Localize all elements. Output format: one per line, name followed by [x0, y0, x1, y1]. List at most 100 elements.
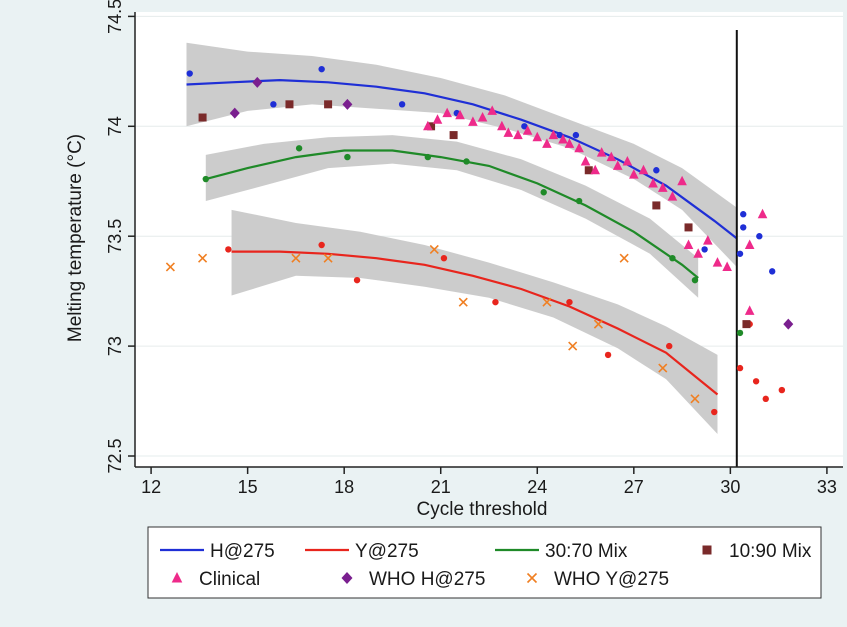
data-point	[202, 175, 209, 183]
data-point	[540, 189, 547, 196]
x-tick-label: 30	[720, 477, 740, 497]
data-point	[432, 114, 443, 124]
data-point	[455, 109, 465, 120]
data-point	[487, 105, 498, 115]
x-tick-label: 27	[624, 477, 644, 497]
data-point	[291, 253, 301, 263]
confidence-band	[231, 209, 718, 435]
data-point	[744, 305, 755, 315]
data-point	[612, 160, 623, 170]
data-point	[596, 147, 607, 157]
data-point	[653, 167, 660, 174]
data-point	[566, 298, 573, 306]
data-point	[324, 100, 333, 109]
data-point	[295, 145, 303, 152]
legend-marker-swatch	[341, 572, 353, 584]
data-point	[593, 319, 603, 329]
data-point	[742, 320, 751, 329]
data-point	[783, 318, 794, 330]
data-point	[604, 351, 612, 359]
legend-label: WHO Y@275	[554, 569, 669, 590]
y-tick-label: 73	[105, 336, 125, 356]
y-tick-label: 72.5	[105, 438, 125, 473]
data-point	[752, 378, 760, 385]
data-point	[568, 341, 578, 351]
data-point	[458, 297, 468, 307]
data-point	[722, 261, 732, 271]
legend-marker-swatch	[702, 545, 712, 555]
data-point	[532, 131, 543, 142]
data-point	[463, 158, 470, 165]
data-point	[683, 239, 694, 249]
legend-label: 30:70 Mix	[545, 541, 628, 562]
data-point	[575, 197, 583, 205]
data-point	[572, 131, 580, 139]
data-point	[442, 107, 452, 118]
y-tick-label: 73.5	[105, 219, 125, 254]
data-point	[521, 123, 528, 130]
data-point	[449, 131, 458, 140]
legend-label: Clinical	[199, 569, 260, 590]
data-point	[270, 101, 277, 108]
x-tick-label: 12	[141, 477, 161, 497]
data-point	[622, 155, 633, 166]
data-point	[652, 201, 661, 210]
legend-label: WHO H@275	[369, 569, 485, 590]
data-point	[564, 138, 575, 148]
data-point	[503, 127, 514, 137]
fit-line	[186, 78, 738, 240]
data-point	[198, 113, 207, 122]
x-tick-label: 24	[527, 477, 547, 497]
data-point	[711, 408, 718, 416]
legend-marker-swatch	[526, 572, 538, 584]
data-point	[667, 191, 678, 201]
x-tick-label: 33	[817, 477, 837, 497]
data-point	[574, 142, 584, 153]
data-point	[762, 395, 769, 403]
data-point	[619, 253, 629, 263]
data-point	[769, 268, 776, 275]
data-point	[658, 363, 668, 373]
data-point	[285, 100, 294, 109]
data-point	[229, 107, 240, 119]
data-point	[225, 246, 232, 253]
data-point	[342, 98, 353, 110]
data-point	[318, 241, 325, 249]
data-point	[429, 244, 439, 254]
data-point	[740, 211, 747, 218]
data-points	[165, 65, 794, 416]
data-point	[440, 254, 448, 262]
data-point	[756, 233, 763, 240]
data-point	[344, 153, 351, 161]
y-tick-label: 74.5	[105, 0, 125, 34]
data-point	[186, 70, 193, 77]
confidence-band	[205, 135, 699, 298]
legend-label: 10:90 Mix	[729, 541, 812, 562]
y-axis-label: Melting temperature (°C)	[65, 134, 86, 342]
data-point	[757, 208, 768, 219]
data-point	[657, 182, 668, 192]
x-axis-label: Cycle threshold	[417, 499, 548, 520]
data-point	[542, 297, 552, 307]
axes: 72.5 73 73.5 74 74.5 12 15 18 21 24 27 30 33	[105, 0, 843, 497]
data-point	[684, 223, 693, 232]
fit-line	[231, 250, 719, 396]
data-point	[590, 164, 600, 175]
data-point	[606, 151, 617, 162]
data-point	[548, 129, 559, 140]
data-point	[736, 364, 744, 372]
data-point	[677, 175, 687, 186]
data-point	[669, 254, 676, 262]
legend: H@275 Y@275 30:70 Mix 10:90 Mix Clinical WHO …	[147, 526, 822, 599]
data-point	[522, 125, 533, 135]
data-point	[666, 342, 673, 350]
data-point	[513, 129, 523, 140]
data-point	[580, 155, 591, 166]
data-point	[398, 101, 406, 108]
data-point	[318, 65, 325, 73]
data-point	[736, 250, 744, 257]
data-point	[703, 235, 713, 245]
y-tick-label: 74	[105, 116, 125, 136]
data-point	[690, 394, 700, 404]
